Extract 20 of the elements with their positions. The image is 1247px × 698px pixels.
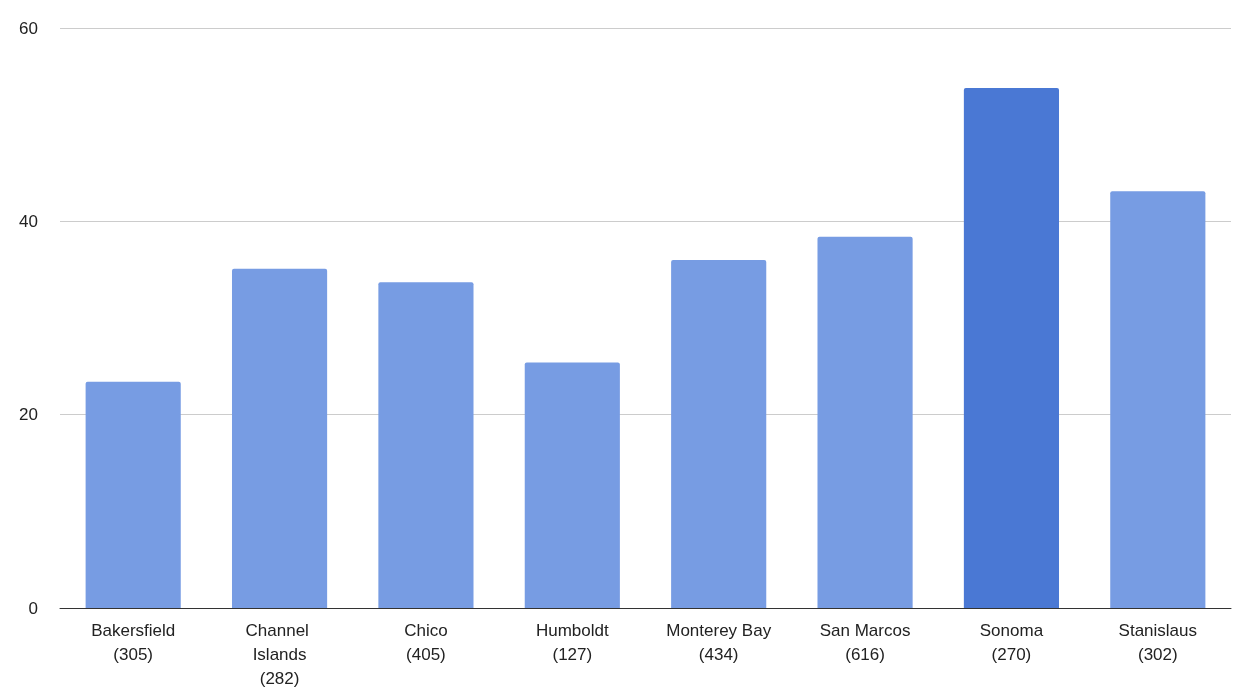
x-tick-label: Channel Islands (282) [245, 620, 314, 688]
bar [85, 381, 181, 608]
bar [817, 236, 913, 608]
x-tick-label: Sonoma (270) [979, 620, 1044, 664]
x-tick-label: Monterey Bay (434) [666, 620, 772, 664]
x-tick-label: Humboldt (127) [535, 620, 609, 664]
bar [524, 362, 620, 608]
bar [378, 282, 474, 608]
x-tick-label: Stanislaus (302) [1118, 620, 1198, 664]
y-tick-label: 20 [19, 405, 38, 425]
bar [1110, 191, 1206, 608]
bar [671, 260, 767, 608]
x-tick-label: Chico (405) [404, 620, 448, 664]
x-tick-label: San Marcos (616) [819, 620, 911, 664]
x-tick-label: Bakersfield (305) [91, 620, 176, 664]
bar [231, 268, 328, 608]
y-tick-label: 40 [19, 211, 38, 231]
y-tick-label: 60 [19, 18, 38, 38]
y-tick-label: 0 [28, 598, 38, 618]
bar [963, 87, 1060, 608]
